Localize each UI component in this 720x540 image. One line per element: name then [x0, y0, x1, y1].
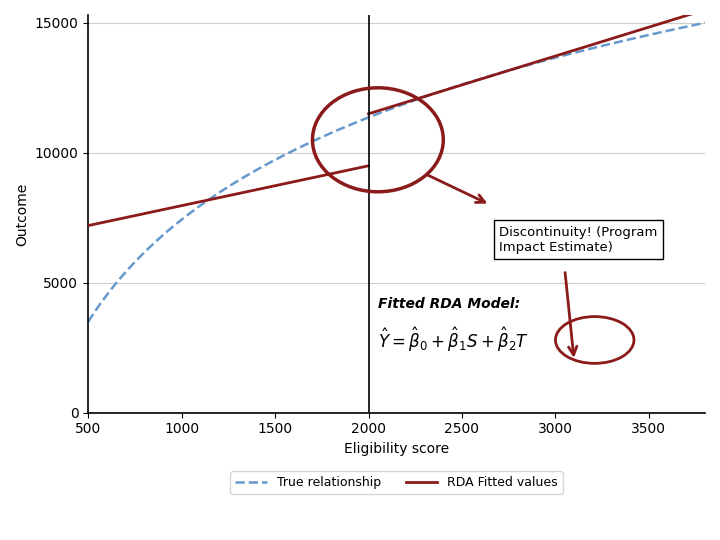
Text: Fitted RDA Model:: Fitted RDA Model:: [378, 296, 520, 310]
Y-axis label: Outcome: Outcome: [15, 183, 29, 246]
RDA Fitted values: [364, 163, 373, 169]
Line: RDA Fitted values: RDA Fitted values: [88, 166, 369, 226]
True relationship: [564, 51, 573, 57]
Text: $\hat{Y} = \hat{\beta}_0 + \hat{\beta}_1 S + \hat{\beta}_2 T$: $\hat{Y} = \hat{\beta}_0 + \hat{\beta}_1…: [378, 326, 529, 354]
True relationship: [701, 19, 709, 26]
True relationship: [356, 118, 364, 124]
True relationship: [508, 66, 516, 73]
True relationship: [576, 48, 585, 55]
Legend: True relationship, RDA Fitted values: True relationship, RDA Fitted values: [230, 471, 563, 494]
True relationship: [147, 242, 156, 249]
Line: True relationship: True relationship: [88, 23, 705, 322]
True relationship: [84, 319, 92, 325]
X-axis label: Eligibility score: Eligibility score: [344, 442, 449, 456]
True relationship: [333, 127, 342, 133]
Text: Discontinuity! (Program
Impact Estimate): Discontinuity! (Program Impact Estimate): [500, 226, 658, 254]
RDA Fitted values: [84, 222, 92, 229]
